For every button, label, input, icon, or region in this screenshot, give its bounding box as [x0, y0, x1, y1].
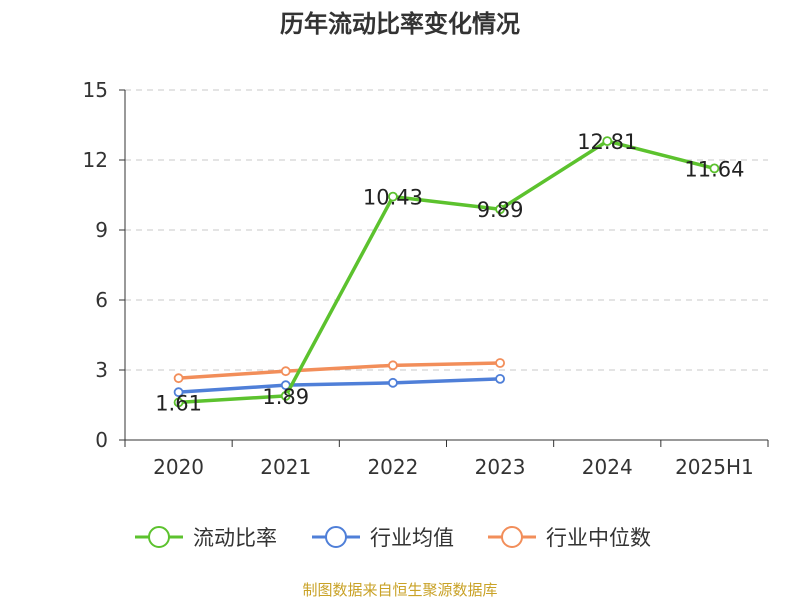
series-line: [178, 377, 501, 394]
x-tick-label: 2023: [475, 455, 526, 479]
data-point: [280, 390, 291, 401]
y-tick-label: 3: [95, 358, 108, 382]
x-tick-label: 2025H1: [675, 455, 754, 479]
legend-label: 行业均值: [370, 526, 454, 550]
y-tick-label: 0: [95, 428, 108, 452]
data-point: [388, 360, 398, 371]
data-label: 9.89: [477, 198, 524, 222]
y-tick-label: 12: [83, 148, 108, 172]
legend-marker: [148, 526, 170, 548]
chart-title: 历年流动比率变化情况: [280, 10, 520, 38]
series-line: [178, 139, 715, 405]
y-tick-label: 9: [95, 218, 108, 242]
axes: 0 3 6 9 12 15 2020 2021 2022 2023 2024 2025H1: [83, 78, 769, 479]
data-point: [495, 373, 505, 384]
data-label: 1.89: [262, 385, 309, 409]
legend-label: 行业中位数: [546, 526, 651, 550]
x-tick-label: 2024: [582, 455, 633, 479]
data-point: [495, 358, 505, 368]
x-tick-label: 2022: [367, 455, 418, 479]
x-tick-label: 2020: [153, 455, 204, 479]
legend: 流动比率 行业均值 行业中位数: [135, 526, 651, 550]
data-point: [173, 373, 184, 384]
x-tick-label: 2021: [260, 455, 311, 479]
y-tick-label: 6: [95, 288, 108, 312]
data-labels: 1.61 1.89 10.43 9.89 12.81 11.64: [155, 130, 744, 415]
data-point: [388, 377, 398, 388]
data-point: [280, 366, 291, 377]
data-point: [495, 204, 505, 215]
source-footer: 制图数据来自恒生聚源数据库: [302, 581, 497, 599]
data-label: 1.61: [155, 391, 202, 415]
data-label: 10.43: [363, 186, 423, 210]
data-label: 12.81: [577, 130, 637, 154]
data-point: [173, 397, 184, 408]
legend-label: 流动比率: [193, 526, 277, 550]
data-point: [709, 163, 720, 174]
data-label: 11.64: [684, 157, 744, 181]
series-line: [178, 361, 501, 380]
legend-marker: [325, 526, 347, 548]
y-tick-label: 15: [83, 78, 108, 102]
data-point: [388, 191, 398, 202]
data-point: [173, 387, 184, 398]
grid: [125, 89, 768, 371]
data-point: [602, 136, 613, 147]
series: [173, 136, 720, 408]
legend-marker: [501, 526, 523, 548]
